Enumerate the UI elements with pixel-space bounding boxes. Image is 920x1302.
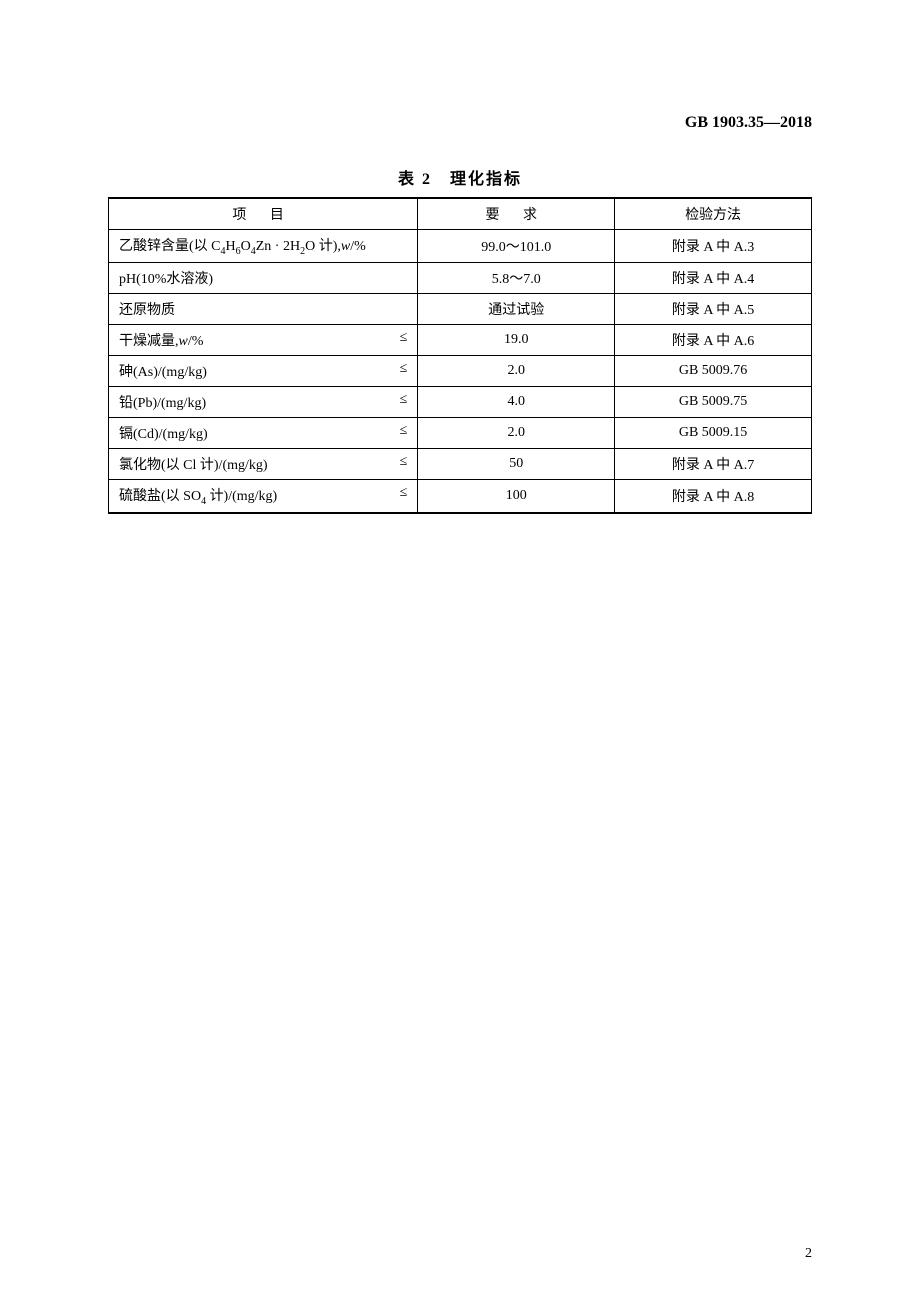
leq-symbol: ≤: [400, 330, 408, 346]
table-row: 干燥减量,w/% ≤19.0附录 A 中 A.6: [109, 324, 812, 355]
project-text: 硫酸盐(以 SO4 计)/(mg/kg): [119, 485, 277, 507]
table-row: 铅(Pb)/(mg/kg) ≤4.0GB 5009.75: [109, 386, 812, 417]
requirement-cell: 2.0: [418, 355, 615, 386]
method-cell: 附录 A 中 A.6: [615, 324, 812, 355]
method-cell: GB 5009.15: [615, 417, 812, 448]
project-cell: 铅(Pb)/(mg/kg) ≤: [109, 386, 418, 417]
project-cell: 镉(Cd)/(mg/kg) ≤: [109, 417, 418, 448]
leq-symbol: ≤: [400, 454, 408, 470]
page-number: 2: [805, 1246, 812, 1262]
project-text: 氯化物(以 Cl 计)/(mg/kg): [119, 454, 268, 474]
table-row: 镉(Cd)/(mg/kg) ≤2.0GB 5009.15: [109, 417, 812, 448]
project-text: 砷(As)/(mg/kg): [119, 361, 207, 381]
project-cell: 砷(As)/(mg/kg) ≤: [109, 355, 418, 386]
project-text: 铅(Pb)/(mg/kg): [119, 392, 206, 412]
table-row: 氯化物(以 Cl 计)/(mg/kg) ≤50附录 A 中 A.7: [109, 448, 812, 479]
table-title: 表 2 理化指标: [0, 165, 920, 189]
requirement-cell: 19.0: [418, 324, 615, 355]
table-row: 还原物质 通过试验附录 A 中 A.5: [109, 293, 812, 324]
requirement-cell: 99.0～101.0: [418, 230, 615, 263]
method-cell: 附录 A 中 A.4: [615, 262, 812, 293]
table-header-row: 项 目 要 求 检验方法: [109, 198, 812, 230]
leq-symbol: ≤: [400, 361, 408, 377]
standard-code: GB 1903.35—2018: [685, 114, 812, 132]
project-text: 乙酸锌含量(以 C4H6O4Zn · 2H2O 计),w/%: [119, 235, 366, 257]
col-header-project: 项 目: [109, 198, 418, 230]
project-cell: 干燥减量,w/% ≤: [109, 324, 418, 355]
col-header-method: 检验方法: [615, 198, 812, 230]
spec-table: 项 目 要 求 检验方法 乙酸锌含量(以 C4H6O4Zn · 2H2O 计),…: [108, 197, 812, 514]
requirement-cell: 5.8～7.0: [418, 262, 615, 293]
method-cell: 附录 A 中 A.8: [615, 479, 812, 512]
leq-symbol: ≤: [400, 392, 408, 408]
project-text: 还原物质: [119, 299, 175, 319]
col-header-requirement: 要 求: [418, 198, 615, 230]
project-cell: 还原物质: [109, 293, 418, 324]
table-row: 砷(As)/(mg/kg) ≤2.0GB 5009.76: [109, 355, 812, 386]
table-container: 项 目 要 求 检验方法 乙酸锌含量(以 C4H6O4Zn · 2H2O 计),…: [108, 197, 812, 514]
project-text: pH(10%水溶液): [119, 268, 213, 288]
table-row: pH(10%水溶液) 5.8～7.0附录 A 中 A.4: [109, 262, 812, 293]
requirement-cell: 4.0: [418, 386, 615, 417]
requirement-cell: 通过试验: [418, 293, 615, 324]
method-cell: GB 5009.76: [615, 355, 812, 386]
method-cell: 附录 A 中 A.5: [615, 293, 812, 324]
method-cell: 附录 A 中 A.7: [615, 448, 812, 479]
leq-symbol: ≤: [400, 485, 408, 501]
method-cell: GB 5009.75: [615, 386, 812, 417]
leq-symbol: ≤: [400, 423, 408, 439]
method-cell: 附录 A 中 A.3: [615, 230, 812, 263]
project-cell: 氯化物(以 Cl 计)/(mg/kg) ≤: [109, 448, 418, 479]
project-cell: 乙酸锌含量(以 C4H6O4Zn · 2H2O 计),w/%: [109, 230, 418, 263]
requirement-cell: 2.0: [418, 417, 615, 448]
table-row: 乙酸锌含量(以 C4H6O4Zn · 2H2O 计),w/% 99.0～101.0…: [109, 230, 812, 263]
table-row: 硫酸盐(以 SO4 计)/(mg/kg) ≤100附录 A 中 A.8: [109, 479, 812, 512]
project-cell: 硫酸盐(以 SO4 计)/(mg/kg) ≤: [109, 479, 418, 512]
requirement-cell: 50: [418, 448, 615, 479]
project-text: 镉(Cd)/(mg/kg): [119, 423, 208, 443]
requirement-cell: 100: [418, 479, 615, 512]
project-text: 干燥减量,w/%: [119, 330, 203, 350]
project-cell: pH(10%水溶液): [109, 262, 418, 293]
